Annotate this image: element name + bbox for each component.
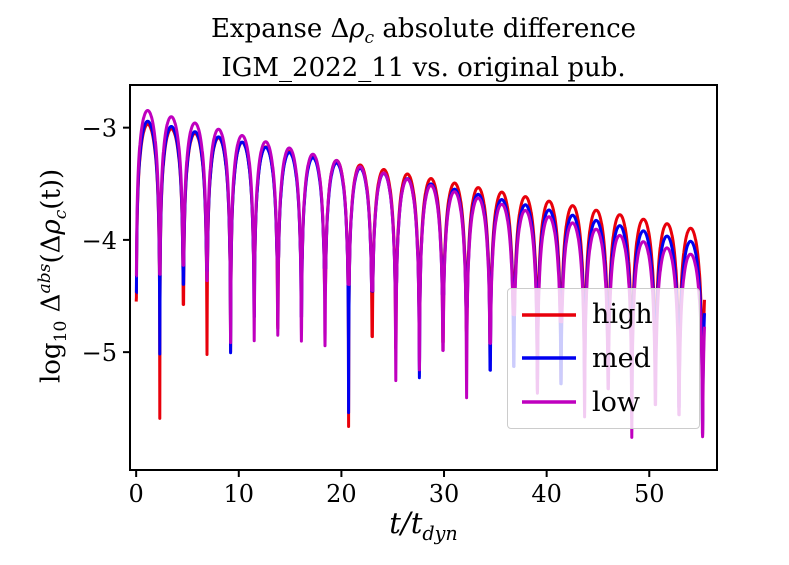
y-tick-label: −4 <box>82 227 117 255</box>
legend-line-high-icon <box>522 313 576 317</box>
legend-item-med: med <box>520 343 699 374</box>
legend-label-high: high <box>592 299 653 331</box>
legend-item-low: low <box>520 387 699 418</box>
chart-title: Expanse Δρc absolute difference IGM_2022… <box>130 14 717 83</box>
x-tick-label: 0 <box>129 480 144 508</box>
axes-spines <box>129 84 718 471</box>
x-tick-label: 10 <box>224 480 255 508</box>
y-axis-label: log10 Δabs(Δρc(t)) <box>35 168 71 384</box>
legend-line-low-icon <box>522 400 576 404</box>
y-tick-label: −5 <box>82 339 117 367</box>
legend-label-med: med <box>592 342 651 374</box>
legend: high med low <box>507 288 700 429</box>
legend-label-low: low <box>592 386 641 418</box>
legend-item-high: high <box>520 299 699 330</box>
x-tick-label: 40 <box>531 480 562 508</box>
x-tick-label: 30 <box>429 480 460 508</box>
title-line2: IGM_2022_11 vs. original pub. <box>221 53 626 84</box>
legend-line-med-icon <box>522 356 576 361</box>
x-axis-label: t/tdyn <box>389 506 458 545</box>
y-tick-label: −3 <box>82 115 117 143</box>
x-tick-label: 20 <box>326 480 357 508</box>
title-line1: Expanse Δρc absolute difference <box>210 14 637 49</box>
x-tick-label: 50 <box>634 480 665 508</box>
